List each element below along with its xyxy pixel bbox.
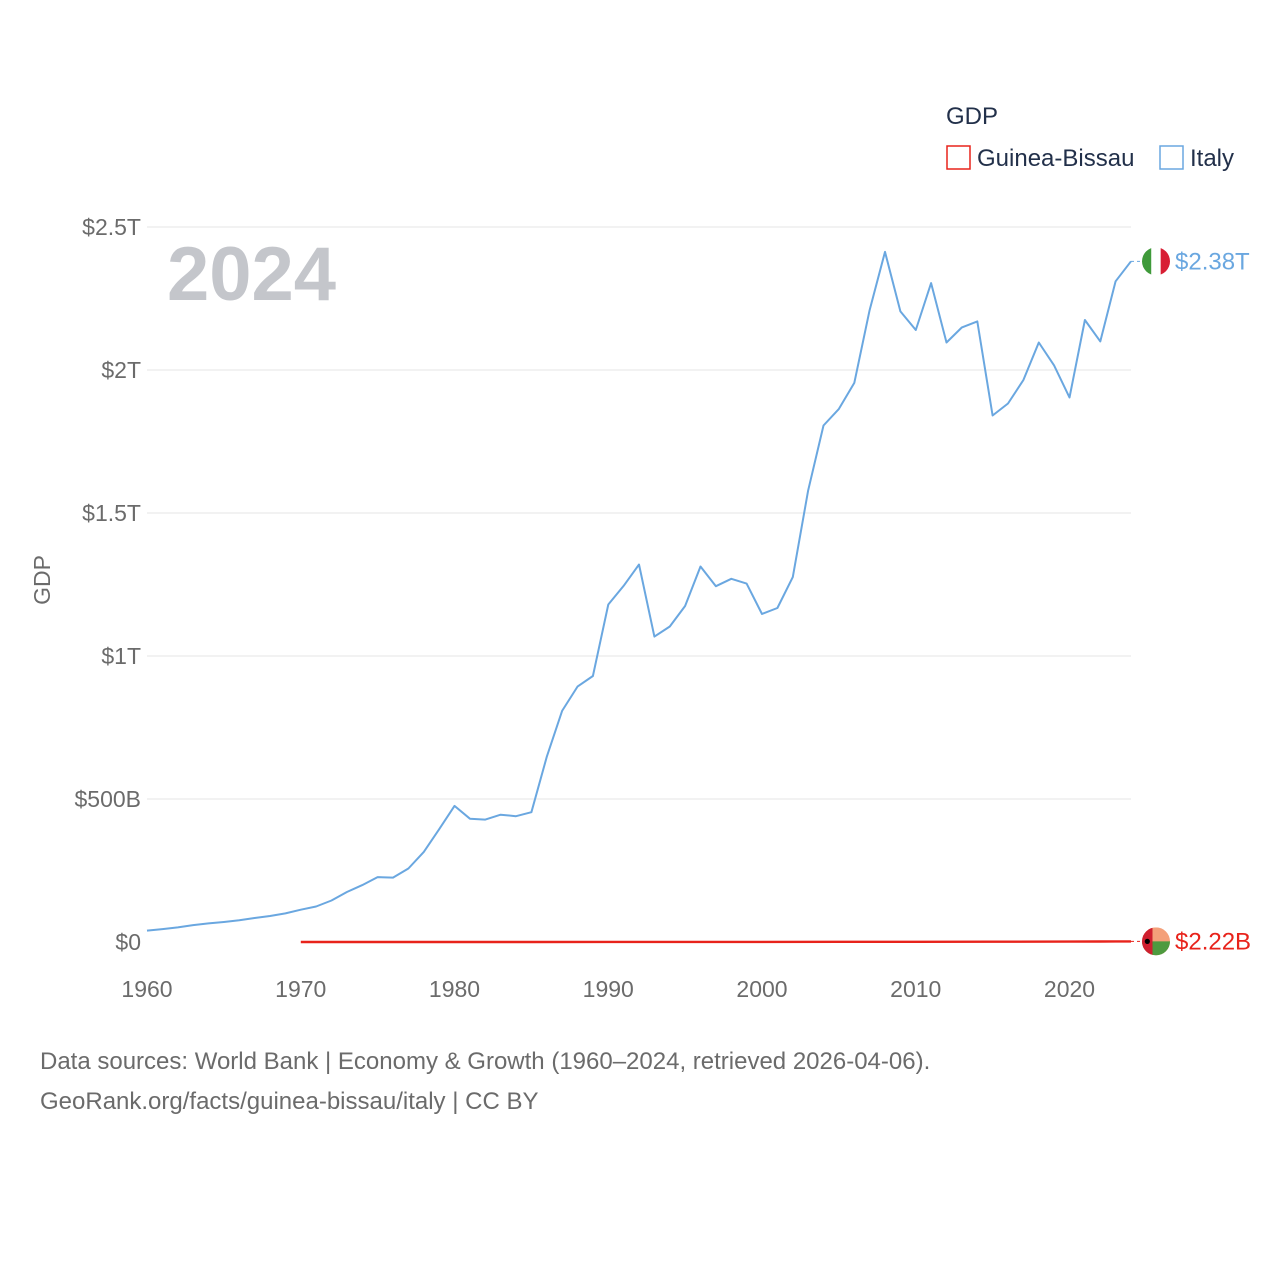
series-line-guinea-bissau [300, 940, 1131, 944]
gridlines [147, 226, 1131, 800]
y-axis-title: GDP [29, 555, 55, 605]
end-label-italy: $2.38T [1175, 248, 1250, 275]
gdp-line-chart: $0 $500B $1T $1.5T $2T $2.5T 1960 1970 1980 1990… [29, 103, 1251, 1002]
legend-item-italy[interactable]: Italy [1159, 145, 1234, 172]
legend: GDP Guinea-Bissau Italy [946, 103, 1234, 172]
legend-label-italy: Italy [1190, 145, 1234, 172]
y-tick-label: $1T [101, 643, 141, 669]
y-tick-label: $2T [101, 357, 141, 383]
y-axis-ticks: $0 $500B $1T $1.5T $2T $2.5T [74, 214, 141, 955]
footer-sources: Data sources: World Bank | Economy & Gro… [40, 1048, 931, 1075]
legend-swatch-guinea-bissau [946, 145, 971, 170]
y-tick-label: $0 [115, 929, 141, 955]
y-tick-label: $1.5T [82, 500, 141, 526]
year-label: 2024 [167, 232, 336, 317]
x-tick-label: 2010 [890, 976, 941, 1002]
y-tick-label: $500B [74, 786, 141, 812]
x-tick-label: 1960 [121, 976, 172, 1002]
x-tick-label: 2020 [1044, 976, 1095, 1002]
x-tick-label: 1990 [583, 976, 634, 1002]
x-tick-label: 1980 [429, 976, 480, 1002]
end-label-guinea-bissau: $2.22B [1175, 928, 1251, 955]
end-markers: $2.38T $2.22B [1131, 247, 1251, 956]
x-tick-label: 2000 [736, 976, 787, 1002]
guinea-bissau-flag-icon [1142, 927, 1170, 956]
italy-flag-icon [1142, 247, 1170, 276]
x-tick-label: 1970 [275, 976, 326, 1002]
y-tick-label: $2.5T [82, 214, 141, 240]
x-axis-ticks: 1960 1970 1980 1990 2000 2010 2020 [121, 976, 1095, 1002]
series-line-italy [146, 250, 1132, 932]
series-lines [146, 250, 1132, 944]
legend-item-guinea-bissau[interactable]: Guinea-Bissau [946, 145, 1134, 172]
legend-label-guinea-bissau: Guinea-Bissau [977, 145, 1134, 172]
footer-attribution[interactable]: GeoRank.org/facts/guinea-bissau/italy | … [40, 1088, 539, 1115]
footer: Data sources: World Bank | Economy & Gro… [40, 1042, 930, 1122]
legend-title: GDP [946, 103, 998, 130]
legend-swatch-italy [1159, 145, 1184, 170]
